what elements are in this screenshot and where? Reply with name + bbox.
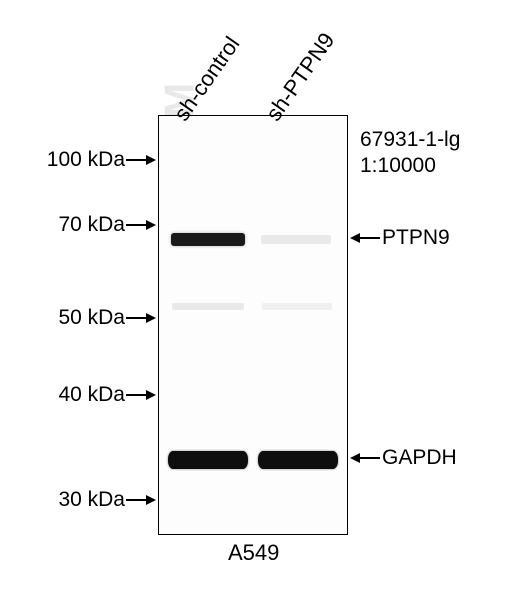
lane-label-sh-control: sh-control <box>169 32 246 126</box>
band-gapdh-lane0 <box>168 451 248 469</box>
mw-label-70: 70 kDa <box>58 213 125 237</box>
antibody-dilution-label: 1:10000 <box>360 154 436 178</box>
mw-arrow-icon <box>126 217 156 233</box>
blot-membrane <box>158 115 348 535</box>
mw-arrow-icon <box>126 152 156 168</box>
band-ptpn9-lane0 <box>171 233 245 246</box>
band-nonspecific-lane1 <box>262 303 332 310</box>
band-gapdh-lane1 <box>258 451 338 469</box>
antibody-id-label: 67931-1-lg <box>360 128 460 152</box>
band-nonspecific-lane0 <box>172 303 244 310</box>
mw-arrow-icon <box>126 387 156 403</box>
mw-arrow-icon <box>126 492 156 508</box>
band-ptpn9-lane1 <box>261 235 331 244</box>
target-arrow-icon <box>350 450 380 466</box>
mw-label-50: 50 kDa <box>58 306 125 330</box>
mw-label-40: 40 kDa <box>58 383 125 407</box>
mw-label-100: 100 kDa <box>47 148 125 172</box>
lane-label-sh-ptpn9: sh-PTPN9 <box>261 28 341 126</box>
target-arrow-icon <box>350 230 380 246</box>
target-label-ptpn9: PTPN9 <box>382 226 450 250</box>
mw-arrow-icon <box>126 310 156 326</box>
cell-line-label: A549 <box>228 540 279 566</box>
western-blot-figure: WWW.PTGLAB.COM sh-control sh-PTPN9 100 k… <box>0 0 505 600</box>
mw-label-30: 30 kDa <box>58 488 125 512</box>
target-label-gapdh: GAPDH <box>382 446 457 470</box>
